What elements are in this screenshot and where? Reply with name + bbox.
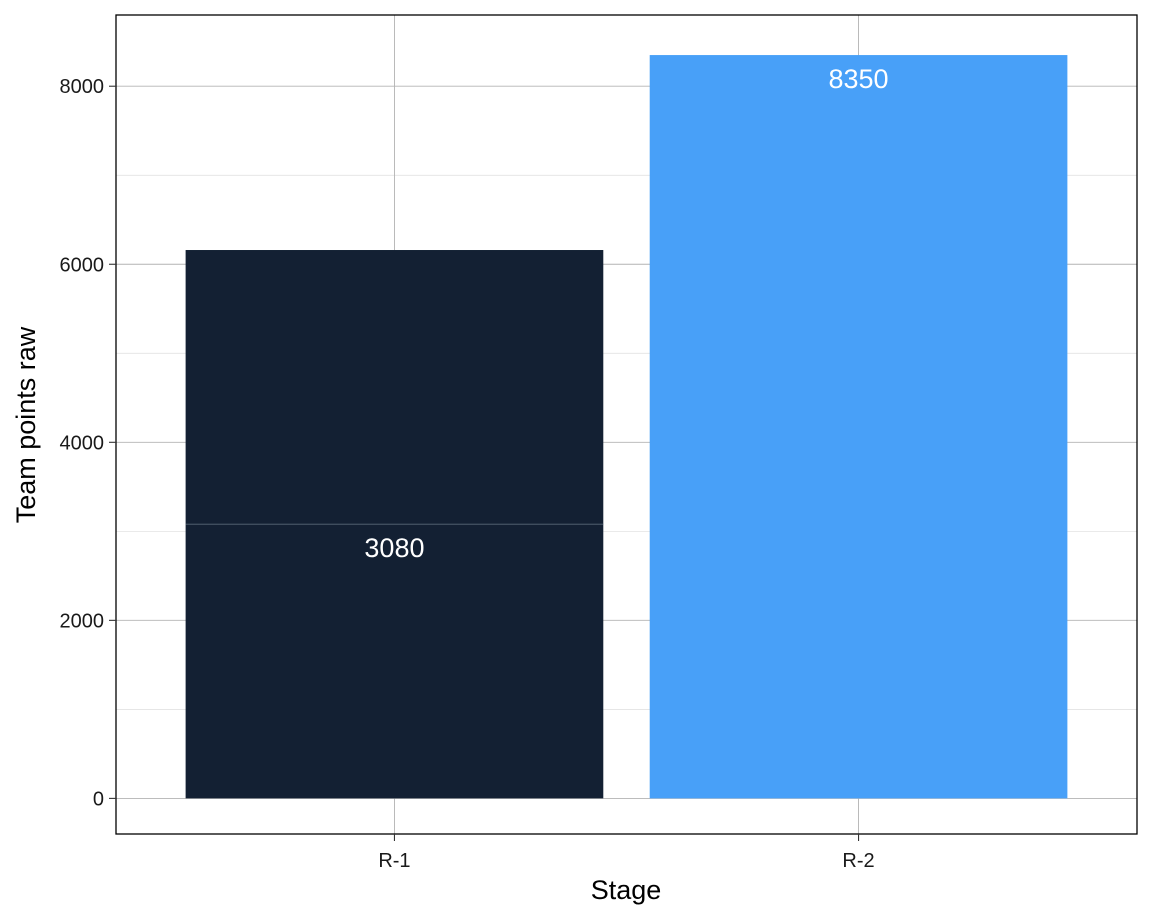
y-tick-label: 0 (93, 788, 104, 810)
bar-R-2-segment-1 (649, 55, 1068, 799)
y-tick-label: 6000 (60, 254, 105, 276)
x-tick-label: R-1 (378, 850, 410, 872)
y-tick-label: 2000 (60, 610, 105, 632)
x-tick-label: R-2 (842, 850, 874, 872)
y-axis: 0 2000 4000 6000 8000 (60, 76, 116, 810)
y-axis-title: Team points raw (11, 326, 41, 523)
data-label-R-1: 3080 (364, 533, 424, 563)
bars (185, 55, 1068, 799)
plot-panel-border (115, 14, 1138, 835)
y-tick-label: 8000 (60, 76, 105, 98)
bar-labels: 3080 8350 (364, 64, 888, 563)
x-axis: R-1 R-2 (378, 834, 875, 872)
bar-R-1-segment-2 (185, 250, 604, 525)
x-axis-title: Stage (591, 875, 662, 905)
bar-R-1-segment-1 (185, 524, 604, 799)
y-tick-label: 4000 (60, 432, 105, 454)
data-label-R-2: 8350 (829, 64, 889, 94)
